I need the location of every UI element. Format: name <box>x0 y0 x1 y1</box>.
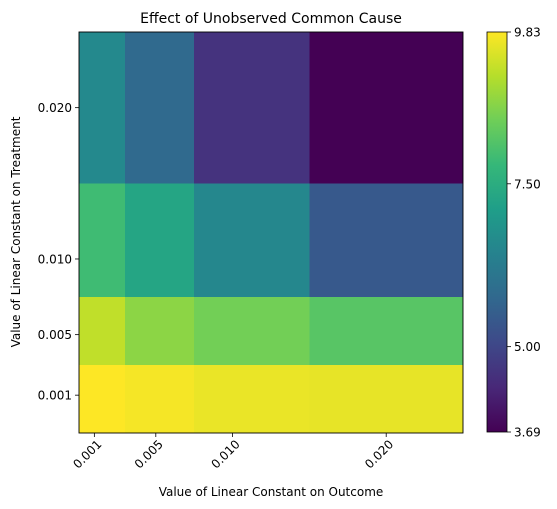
x-tick-label: 0.001 <box>70 437 104 471</box>
chart-title: Effect of Unobserved Common Cause <box>140 11 402 27</box>
x-axis-label: Value of Linear Constant on Outcome <box>159 485 384 499</box>
colorbar-tick-label: 5.00 <box>514 340 541 354</box>
heatmap-cell <box>125 32 195 184</box>
colorbar <box>486 31 508 433</box>
colorbar-tick-label: 3.69 <box>514 426 541 440</box>
y-axis-label: Value of Linear Constant on Treatment <box>9 116 23 347</box>
colorbar-ticks: 3.69 5.00 7.50 9.83 <box>507 26 541 440</box>
heatmap-cell <box>309 364 463 433</box>
plot-frame <box>78 31 464 434</box>
heatmap-cell <box>194 296 310 365</box>
heatmap-cell <box>309 296 463 365</box>
y-tick-label: 0.020 <box>38 101 72 115</box>
heatmap-cell <box>79 183 126 297</box>
heatmap-cell <box>125 183 195 297</box>
y-tick-label: 0.005 <box>38 328 72 342</box>
heatmap-cell <box>194 364 310 433</box>
heatmap-cell <box>194 183 310 297</box>
x-tick-label: 0.005 <box>132 437 166 471</box>
heatmap-cells <box>79 32 463 433</box>
x-axis-ticks: 0.001 0.005 0.010 0.020 <box>70 433 396 471</box>
x-tick-label: 0.020 <box>362 437 396 471</box>
y-tick-label: 0.001 <box>38 389 72 403</box>
heatmap-cell <box>79 32 126 184</box>
y-axis-ticks: 0.001 0.005 0.010 0.020 <box>38 101 79 403</box>
y-tick-label: 0.010 <box>38 252 72 266</box>
colorbar-tick-label: 7.50 <box>514 177 541 191</box>
colorbar-tick-label: 9.83 <box>514 26 541 40</box>
heatmap-cell <box>309 32 463 184</box>
heatmap-cell <box>194 32 310 184</box>
heatmap-cell <box>79 364 126 433</box>
heatmap-cell <box>125 296 195 365</box>
heatmap-cell <box>125 364 195 433</box>
heatmap-cell <box>79 296 126 365</box>
x-tick-label: 0.010 <box>209 437 243 471</box>
heatmap-cell <box>309 183 463 297</box>
